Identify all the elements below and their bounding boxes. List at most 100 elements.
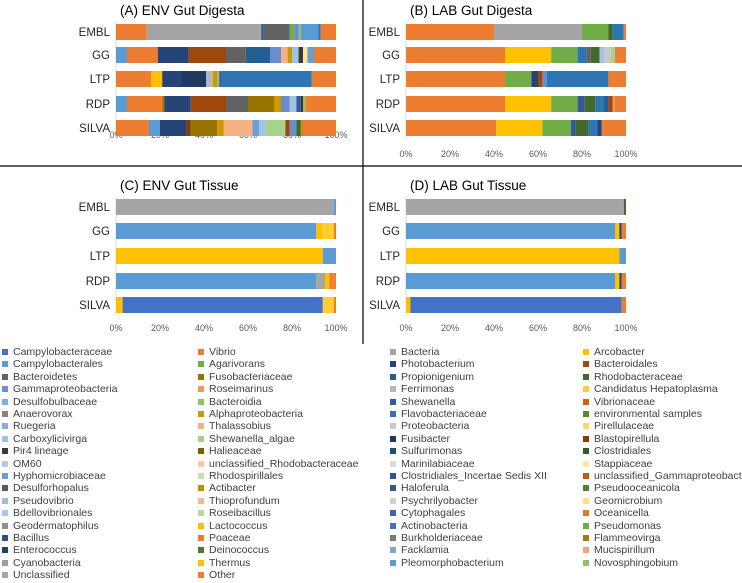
bar-segment xyxy=(621,273,626,289)
legend-label: Flavobacteriaceae xyxy=(401,408,487,420)
legend-label: Rhodobacteraceae xyxy=(594,370,683,383)
legend-swatch xyxy=(198,361,204,368)
bar-segment xyxy=(162,71,182,87)
bar-segment xyxy=(329,273,334,289)
category-label: EMBL xyxy=(79,202,111,214)
category-label: SILVA xyxy=(79,123,110,135)
legend-swatch xyxy=(2,572,8,579)
bar-segment xyxy=(577,96,585,112)
chart-title: (D) LAB Gut Tissue xyxy=(410,178,526,193)
bar-segment xyxy=(610,47,615,63)
bar-segment xyxy=(305,96,336,112)
bar-segment xyxy=(281,96,290,112)
bar-segment xyxy=(162,96,165,112)
legend-swatch xyxy=(583,535,589,541)
figure-panels: (A) ENV Gut Digesta 0% 20% 40% 60% 80% 100% EMB… xyxy=(0,0,742,344)
legend-label: OM60 xyxy=(13,457,42,470)
bar-segment xyxy=(320,24,336,40)
legend-label: Pseudovibrio xyxy=(13,494,74,507)
category-label: GG xyxy=(382,50,400,62)
legend-swatch xyxy=(2,435,8,442)
legend-swatch xyxy=(2,423,8,430)
bar-segment xyxy=(298,24,301,40)
legend-label: Photobacterium xyxy=(401,358,475,371)
legend-label: Candidatus Hepatoplasma xyxy=(594,383,718,396)
legend-label: Oceanicella xyxy=(594,507,649,520)
bar-segment xyxy=(245,47,270,63)
bar-segment xyxy=(265,120,286,136)
bar-segment xyxy=(551,96,578,112)
bar-segment xyxy=(157,47,189,63)
bar-segment xyxy=(608,96,613,112)
bar-segment xyxy=(127,47,158,63)
bar-segment xyxy=(296,96,301,112)
bar-segment xyxy=(289,96,297,112)
category-label: SILVA xyxy=(369,300,400,312)
bar-segment xyxy=(601,120,626,136)
legend-label: Flammeovirga xyxy=(594,532,661,544)
legend-swatch xyxy=(390,547,396,554)
bar-segment xyxy=(604,47,611,63)
bar-segment xyxy=(575,120,589,136)
bar-segment xyxy=(406,199,624,215)
legend-label: Pseudomonas xyxy=(594,519,662,532)
legend-swatch xyxy=(2,411,8,417)
legend-swatch xyxy=(2,547,8,554)
legend-swatch xyxy=(198,547,204,554)
legend-swatch xyxy=(2,559,8,566)
bar-segment xyxy=(333,273,336,289)
bar-segment xyxy=(406,24,494,40)
bar-segment xyxy=(149,120,160,136)
legend-swatch xyxy=(583,349,589,355)
legend-swatch xyxy=(198,559,204,566)
legend-label: Psychrilyobacter xyxy=(401,494,479,507)
bar-segment xyxy=(221,71,312,87)
legend-swatch xyxy=(583,460,589,467)
bar-segment xyxy=(226,47,246,63)
bar-segment xyxy=(531,71,538,87)
bar-segment xyxy=(116,24,147,40)
bar-segment xyxy=(406,120,497,136)
legend-label: Gammaproteobacteria xyxy=(13,383,118,396)
legend-label: Ruegeria xyxy=(13,420,56,433)
legend-swatch xyxy=(2,485,8,492)
legend-label: Bacteria xyxy=(401,346,440,358)
bar-segment xyxy=(623,24,626,40)
legend-label: Lactococcus xyxy=(209,519,268,532)
legend-label: Enterococcus xyxy=(13,544,77,557)
legend-label: Unclassified xyxy=(13,569,70,582)
legend-label: Sulfurimonas xyxy=(401,445,463,458)
legend-swatch xyxy=(2,448,8,455)
legend-label: Bacteroidales xyxy=(594,358,658,371)
bar-segment xyxy=(300,120,303,136)
legend-label: Campylobacteraceae xyxy=(13,346,113,358)
legend-label: Propionigenium xyxy=(401,370,474,383)
bar-segment xyxy=(296,120,301,136)
bar-segment xyxy=(151,71,163,87)
bar-segment xyxy=(303,47,308,63)
bar-segment xyxy=(542,71,547,87)
bar-segment xyxy=(588,120,598,136)
bar-segment xyxy=(281,47,288,63)
bar-segment xyxy=(406,47,505,63)
bar-segment xyxy=(621,297,626,313)
bar-segment xyxy=(294,24,299,40)
legend-label: environmental samples xyxy=(594,408,702,420)
legend-label: Pleomorphobacterium xyxy=(401,556,504,569)
x-tick-label: 60% xyxy=(529,149,547,159)
legend-label: Fusobacteriaceae xyxy=(209,370,293,383)
bar-segment xyxy=(316,223,323,239)
category-label: EMBL xyxy=(369,202,401,214)
legend-label: Geomicrobium xyxy=(594,494,663,507)
bar-segment xyxy=(226,96,248,112)
legend-swatch xyxy=(2,497,8,504)
legend-swatch xyxy=(198,485,204,492)
legend-swatch xyxy=(2,473,8,479)
x-tick-label: 20% xyxy=(441,149,459,159)
legend-label: Roseimarinus xyxy=(209,383,274,396)
legend-swatch xyxy=(198,497,204,504)
legend-label: Shewanella_algae xyxy=(209,432,295,445)
bar-segment xyxy=(322,297,334,313)
bar-segment xyxy=(604,96,609,112)
x-tick-label: 60% xyxy=(239,323,257,333)
